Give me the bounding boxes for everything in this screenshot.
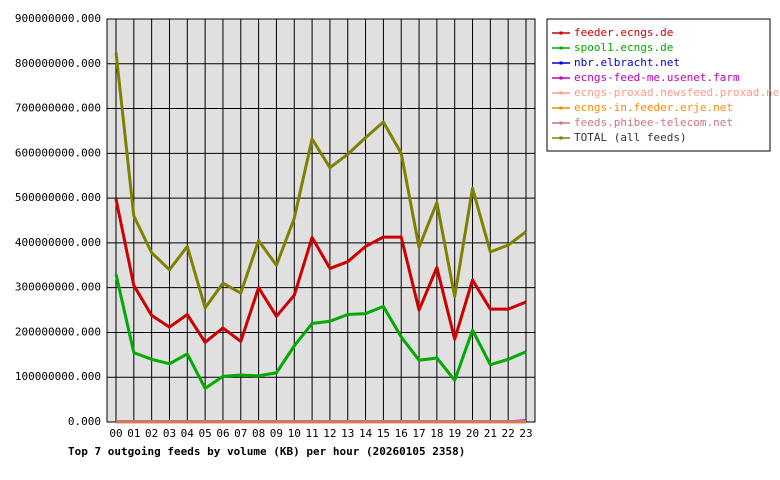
x-tick-label: 07 [234,427,247,440]
x-tick-label: 01 [127,427,140,440]
x-tick-label: 04 [181,427,195,440]
x-tick-label: 19 [448,427,461,440]
x-tick-label: 14 [359,427,373,440]
legend-label: feeder.ecngs.de [574,26,673,39]
series-line [114,52,527,310]
legend-label: ecngs-feed-me.usenet.farm [574,71,740,84]
x-tick-label: 09 [270,427,283,440]
y-tick-label: 600000000.000 [15,146,101,159]
y-tick-label: 700000000.000 [15,102,101,115]
x-tick-label: 15 [377,427,390,440]
legend-marker [559,91,563,95]
y-tick-label: 100000000.000 [15,370,101,383]
legend-label: TOTAL (all feeds) [574,131,687,144]
legend-marker [559,76,563,80]
x-tick-label: 03 [163,427,176,440]
y-tick-label: 800000000.000 [15,57,101,70]
legend-label: spool1.ecngs.de [574,41,673,54]
series-line [114,198,527,344]
y-tick-label: 400000000.000 [15,236,101,249]
legend-marker [559,61,563,65]
x-tick-label: 08 [252,427,265,440]
y-tick-label: 200000000.000 [15,325,101,338]
x-tick-label: 12 [323,427,336,440]
x-tick-label: 22 [502,427,515,440]
x-tick-label: 16 [395,427,408,440]
x-tick-label: 18 [430,427,443,440]
legend-label: nbr.elbracht.net [574,56,680,69]
x-tick-label: 13 [341,427,354,440]
legend-box [546,18,771,152]
legend-marker [559,106,563,110]
x-tick-label: 17 [412,427,425,440]
legend-label: ecngs-in.feeder.erje.net [574,101,733,114]
x-tick-label: 20 [466,427,479,440]
legend-marker [559,136,563,140]
chart-title: Top 7 outgoing feeds by volume (KB) per … [68,445,465,458]
x-tick-label: 23 [519,427,532,440]
y-tick-label: 0.000 [68,415,101,428]
legend-marker [559,46,563,50]
x-tick-label: 06 [216,427,229,440]
legend-label: ecngs-proxad.newsfeed.proxad.net [574,86,780,99]
x-tick-label: 10 [288,427,301,440]
x-tick-label: 11 [305,427,318,440]
legend-label: feeds.phibee-telecom.net [574,116,733,129]
legend-marker [559,121,563,125]
x-tick-label: 21 [484,427,497,440]
legend-marker [559,31,563,35]
x-tick-label: 00 [109,427,122,440]
y-tick-label: 900000000.000 [15,12,101,25]
x-tick-label: 05 [199,427,212,440]
y-tick-label: 300000000.000 [15,281,101,294]
y-tick-label: 500000000.000 [15,191,101,204]
series-line [114,273,527,390]
x-tick-label: 02 [145,427,158,440]
